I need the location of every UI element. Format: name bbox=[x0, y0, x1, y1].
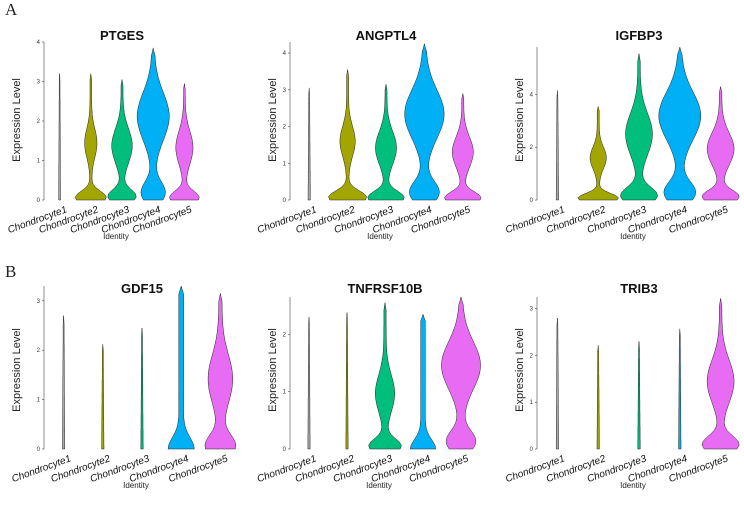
violin-chondrocyte5 bbox=[701, 86, 740, 201]
chart-title: ANGPTL4 bbox=[356, 28, 417, 43]
violin-chondrocyte1 bbox=[62, 315, 66, 450]
violin-chondrocyte1 bbox=[555, 90, 559, 201]
y-tick-label: 3 bbox=[37, 299, 41, 305]
y-tick-label: 0 bbox=[283, 447, 287, 453]
chart-title: TRIB3 bbox=[620, 281, 658, 296]
y-tick-label: 2 bbox=[283, 125, 287, 131]
violin-chondrocyte1 bbox=[307, 317, 311, 450]
y-tick-label: 0 bbox=[530, 198, 534, 204]
x-axis-label: Identity bbox=[367, 232, 393, 241]
y-axis-label: Expression Level bbox=[267, 328, 279, 412]
y-tick-label: 2 bbox=[530, 145, 534, 151]
violin-chondrocyte2 bbox=[577, 106, 619, 201]
violin-chondrocyte1 bbox=[555, 317, 559, 450]
y-tick-label: 2 bbox=[283, 332, 287, 338]
y-tick-label: 2 bbox=[530, 353, 534, 359]
y-tick-label: 1 bbox=[283, 161, 287, 167]
violin-chondrocyte5 bbox=[441, 296, 481, 450]
y-axis-label: Expression Level bbox=[267, 78, 279, 162]
y-axis-label: Expression Level bbox=[514, 78, 526, 162]
chart-title: PTGES bbox=[100, 28, 144, 43]
y-axis-label: Expression Level bbox=[11, 78, 23, 162]
violin-chondrocyte4 bbox=[136, 47, 170, 201]
violin-chondrocyte4 bbox=[167, 285, 195, 450]
y-tick-label: 3 bbox=[283, 88, 287, 94]
y-tick-label: 0 bbox=[37, 198, 41, 204]
y-tick-label: 2 bbox=[37, 119, 41, 125]
violin-chondrocyte2 bbox=[101, 344, 105, 450]
violin-chondrocyte4 bbox=[404, 43, 445, 201]
x-axis-label: Identity bbox=[123, 481, 149, 490]
y-tick-label: 4 bbox=[37, 40, 41, 46]
violin-chondrocyte2 bbox=[596, 345, 600, 450]
violin-chondrocyte3 bbox=[367, 84, 405, 201]
y-tick-label: 1 bbox=[37, 159, 41, 165]
x-axis-label: Identity bbox=[620, 481, 646, 490]
violin-chondrocyte3 bbox=[107, 79, 137, 201]
panel-label-b: B bbox=[5, 262, 17, 281]
x-axis-label: Identity bbox=[366, 481, 392, 490]
violin-chondrocyte5 bbox=[204, 293, 237, 450]
y-tick-label: 1 bbox=[37, 398, 41, 404]
y-tick-label: 3 bbox=[530, 307, 534, 313]
violin-chondrocyte4 bbox=[678, 328, 682, 450]
violin-chondrocyte3 bbox=[140, 327, 144, 450]
violin-chondrocyte5 bbox=[169, 83, 200, 201]
panel-label-a: A bbox=[5, 0, 18, 19]
violin-chondrocyte1 bbox=[307, 87, 311, 201]
y-axis-label: Expression Level bbox=[11, 328, 23, 412]
y-tick-label: 1 bbox=[283, 390, 287, 396]
y-tick-label: 4 bbox=[530, 92, 534, 98]
y-tick-label: 0 bbox=[283, 198, 287, 204]
violin-chondrocyte3 bbox=[368, 302, 402, 450]
violin-chondrocyte4 bbox=[410, 313, 436, 450]
x-axis-label: Identity bbox=[620, 232, 646, 241]
violin-chondrocyte5 bbox=[444, 93, 482, 201]
violin-chondrocyte2 bbox=[328, 69, 367, 201]
violin-chondrocyte2 bbox=[75, 73, 107, 201]
violin-chondrocyte3 bbox=[620, 53, 658, 201]
violin-chondrocyte4 bbox=[658, 46, 702, 201]
y-tick-label: 0 bbox=[37, 447, 41, 453]
chart-title: GDF15 bbox=[121, 281, 163, 296]
y-axis-label: Expression Level bbox=[514, 328, 526, 412]
x-axis-label: Identity bbox=[103, 232, 129, 241]
chart-title: TNFRSF10B bbox=[347, 281, 422, 296]
y-tick-label: 2 bbox=[37, 348, 41, 354]
violin-chondrocyte3 bbox=[637, 341, 641, 450]
violin-chondrocyte1 bbox=[58, 73, 61, 201]
violin-chondrocyte2 bbox=[345, 312, 349, 450]
chart-title: IGFBP3 bbox=[616, 28, 663, 43]
y-tick-label: 1 bbox=[530, 400, 534, 406]
y-tick-label: 3 bbox=[37, 80, 41, 86]
y-tick-label: 4 bbox=[283, 51, 287, 57]
y-tick-label: 0 bbox=[530, 447, 534, 453]
violin-chondrocyte5 bbox=[701, 298, 740, 450]
